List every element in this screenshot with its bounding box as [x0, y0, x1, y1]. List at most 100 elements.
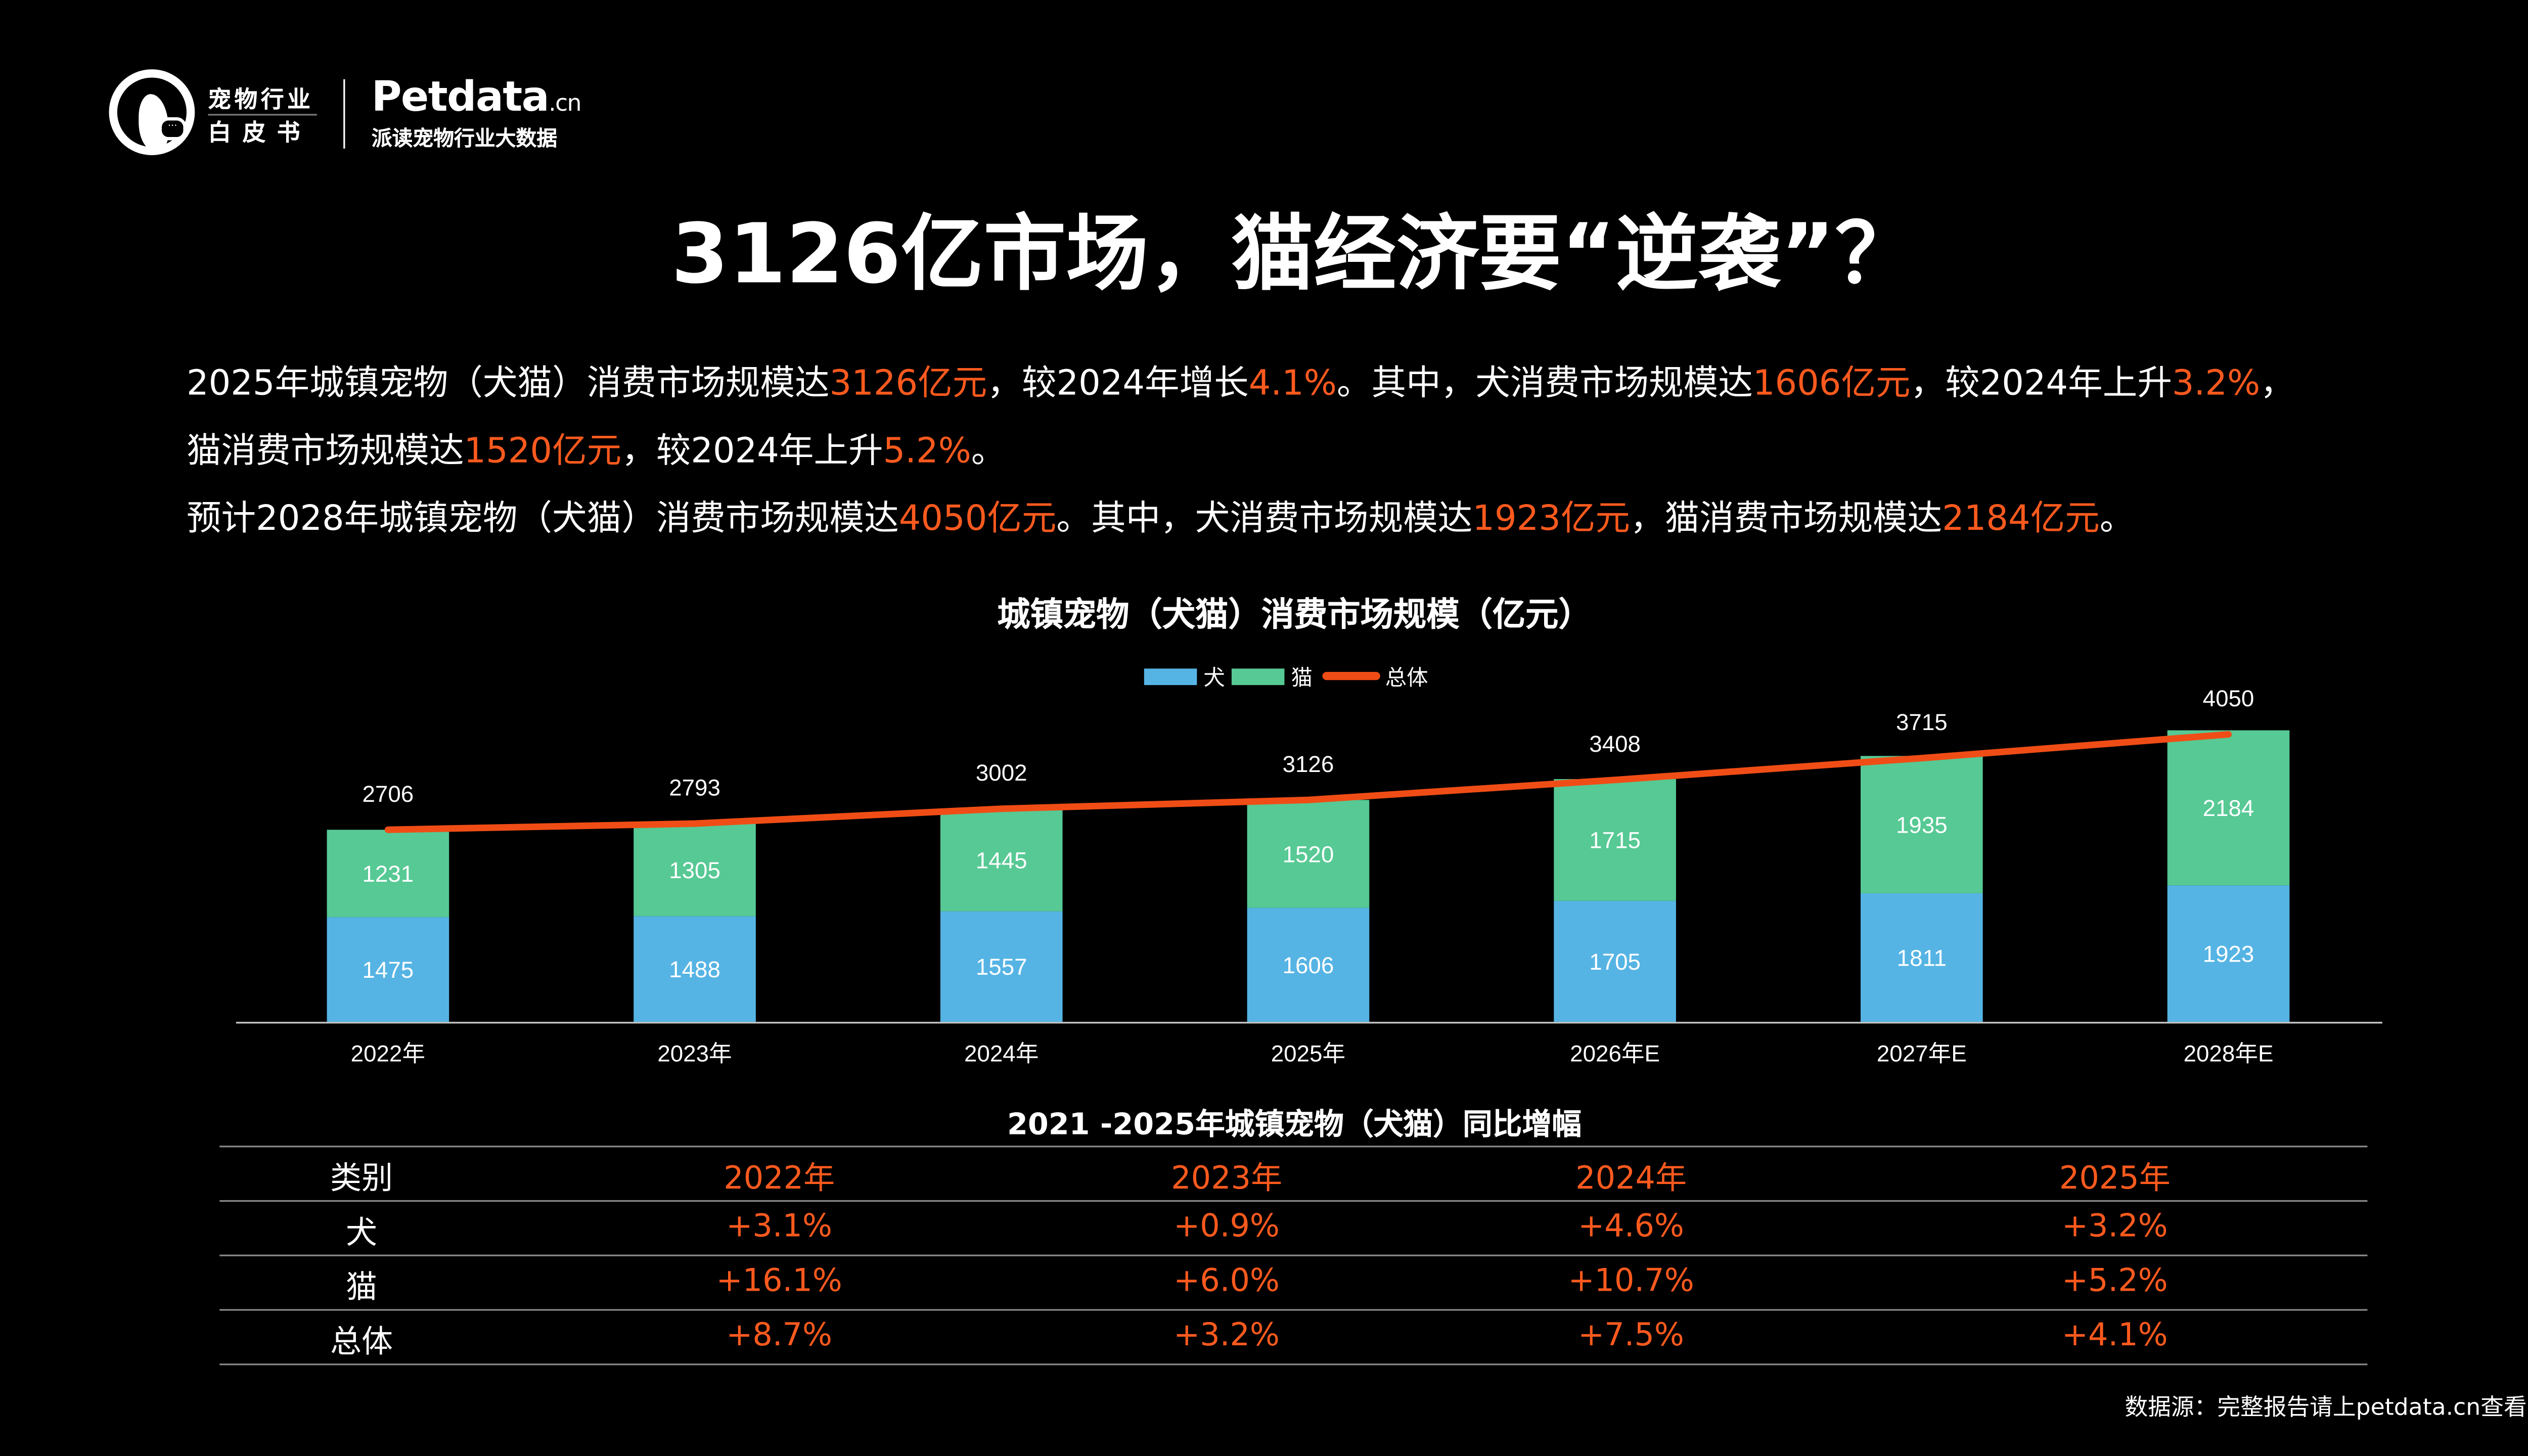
data-label-total: 4050 — [2203, 686, 2254, 711]
table-rule — [219, 1254, 2368, 1256]
data-label-cat: 1935 — [1896, 812, 1948, 838]
legend-label-cat: 猫 — [1291, 667, 1313, 692]
summary-text: ，较2024年上升 — [1910, 363, 2172, 403]
table-title: 2021 -2025年城镇宠物（犬猫）同比增幅 — [1007, 1108, 1582, 1143]
table-cell: +10.7% — [1568, 1262, 1694, 1299]
logo-rule — [208, 114, 317, 116]
table-cell: +4.1% — [2062, 1317, 2168, 1354]
bar-cat — [2167, 730, 2290, 886]
table-cell: +3.2% — [1173, 1317, 1280, 1354]
logo-line1: 宠物行业 — [208, 87, 314, 114]
x-tick-label: 2025年 — [1271, 1041, 1345, 1067]
data-label-total: 2793 — [669, 775, 720, 801]
brand-logo: Petdata.cn — [371, 72, 582, 121]
data-label-cat: 1445 — [976, 847, 1027, 873]
bar-cat — [634, 824, 756, 917]
x-tick-label: 2026年E — [1570, 1041, 1660, 1067]
logo-line2: 白 皮 书 — [208, 120, 302, 147]
summary-text: ， — [2260, 363, 2295, 403]
summary-text: 。其中，犬消费市场规模达 — [1056, 498, 1473, 538]
highlight-value: 3.2% — [2172, 363, 2261, 403]
legend-swatch-dog — [1144, 667, 1197, 685]
x-tick-label: 2024年 — [964, 1041, 1039, 1067]
summary-line-3: 预计2028年城镇宠物（犬猫）消费市场规模达4050亿元。其中，犬消费市场规模达… — [187, 492, 2134, 541]
bar-cat — [1247, 800, 1370, 908]
data-label-cat: 1520 — [1283, 841, 1334, 867]
summary-text: ，猫消费市场规模达 — [1630, 498, 1943, 538]
brand-name: Petdata — [371, 72, 550, 121]
table-cell: 总体 — [330, 1324, 393, 1360]
data-label-dog: 1475 — [363, 957, 414, 983]
highlight-value: 1923亿元 — [1472, 498, 1631, 538]
logo-pet-icon: ··· — [109, 69, 195, 155]
x-tick-label: 2028年E — [2184, 1041, 2274, 1067]
summary-text: 。 — [2099, 498, 2135, 538]
highlight-value: 1606亿元 — [1752, 363, 1911, 403]
bar-dog — [327, 917, 449, 1022]
data-label-dog: 1811 — [1897, 945, 1947, 971]
table-cell: +3.1% — [726, 1208, 833, 1245]
source-note: 数据源：完整报告请上petdata.cn查看 — [2125, 1395, 2527, 1422]
data-label-dog: 1488 — [669, 957, 720, 982]
bar-dog — [634, 916, 756, 1022]
line-total — [384, 731, 2232, 833]
table-cell: +0.9% — [1173, 1208, 1280, 1245]
table-header-cell: 2023年 — [1171, 1160, 1283, 1197]
data-label-cat: 2184 — [2203, 795, 2254, 821]
summary-line-2: 猫消费市场规模达1520亿元，较2024年上升5.2%。 — [187, 424, 1006, 474]
summary-line-1: 2025年城镇宠物（犬猫）消费市场规模达3126亿元，较2024年增长4.1%。… — [187, 356, 2295, 406]
table-cell: +4.6% — [1578, 1208, 1684, 1245]
summary-text: 猫消费市场规模达 — [186, 431, 464, 471]
table-cell: 猫 — [346, 1269, 378, 1306]
legend-label-total: 总体 — [1385, 667, 1428, 692]
highlight-value: 3126亿元 — [829, 363, 987, 403]
data-label-dog: 1606 — [1283, 952, 1334, 978]
bar-dog — [2167, 885, 2290, 1022]
x-tick-label: 2027年E — [1877, 1041, 1967, 1067]
table-cell: +3.2% — [2062, 1208, 2168, 1245]
data-label-cat: 1305 — [669, 857, 720, 883]
table-cell: +5.2% — [2062, 1262, 2168, 1299]
chart-title: 城镇宠物（犬猫）消费市场规模（亿元） — [997, 594, 1592, 634]
logo-divider — [343, 79, 345, 149]
bar-cat — [1554, 779, 1676, 901]
bar-dog — [1861, 893, 1983, 1022]
bar-dog — [1247, 907, 1370, 1022]
summary-text: ，较2024年上升 — [621, 431, 883, 471]
table-header-cell: 2024年 — [1575, 1160, 1687, 1197]
table-cell: +8.7% — [726, 1317, 833, 1354]
data-label-total: 3126 — [1283, 751, 1334, 777]
highlight-value: 4050亿元 — [898, 498, 1057, 538]
data-label-dog: 1557 — [976, 954, 1027, 980]
data-label-cat: 1231 — [363, 861, 414, 887]
table-cell: +6.0% — [1173, 1262, 1280, 1299]
data-label-cat: 1715 — [1589, 828, 1641, 853]
summary-text: 2025年城镇宠物（犬猫）消费市场规模达 — [186, 363, 830, 403]
brand-suffix: .cn — [549, 90, 581, 117]
table-cell: +7.5% — [1578, 1317, 1684, 1354]
summary-text: 预计2028年城镇宠物（犬猫）消费市场规模达 — [186, 498, 899, 538]
table-rule — [219, 1309, 2368, 1311]
brand-tagline: 派读宠物行业大数据 — [371, 125, 558, 151]
legend-line-total — [1322, 671, 1380, 680]
chart-legend: 犬 猫 总体 — [1144, 660, 1435, 692]
data-label-dog: 1923 — [2203, 941, 2254, 967]
table-cell: +16.1% — [716, 1262, 842, 1299]
data-label-total: 3408 — [1589, 731, 1641, 757]
table-cell: 犬 — [346, 1215, 378, 1252]
legend-label-dog: 犬 — [1203, 667, 1225, 692]
bar-cat — [1861, 756, 1983, 893]
data-label-total: 3715 — [1896, 709, 1948, 735]
bar-dog — [940, 911, 1063, 1022]
bar-dog — [1554, 900, 1676, 1022]
summary-text: ，较2024年增长 — [987, 363, 1249, 403]
x-tick-label: 2022年 — [351, 1041, 425, 1067]
page-title: 3126亿市场，猫经济要“逆袭”？ — [671, 206, 1918, 302]
bar-cat — [327, 830, 449, 918]
highlight-value: 2184亿元 — [1942, 498, 2100, 538]
data-label-dog: 1705 — [1589, 949, 1641, 975]
bar-cat — [940, 808, 1063, 912]
x-tick-label: 2023年 — [657, 1041, 732, 1067]
